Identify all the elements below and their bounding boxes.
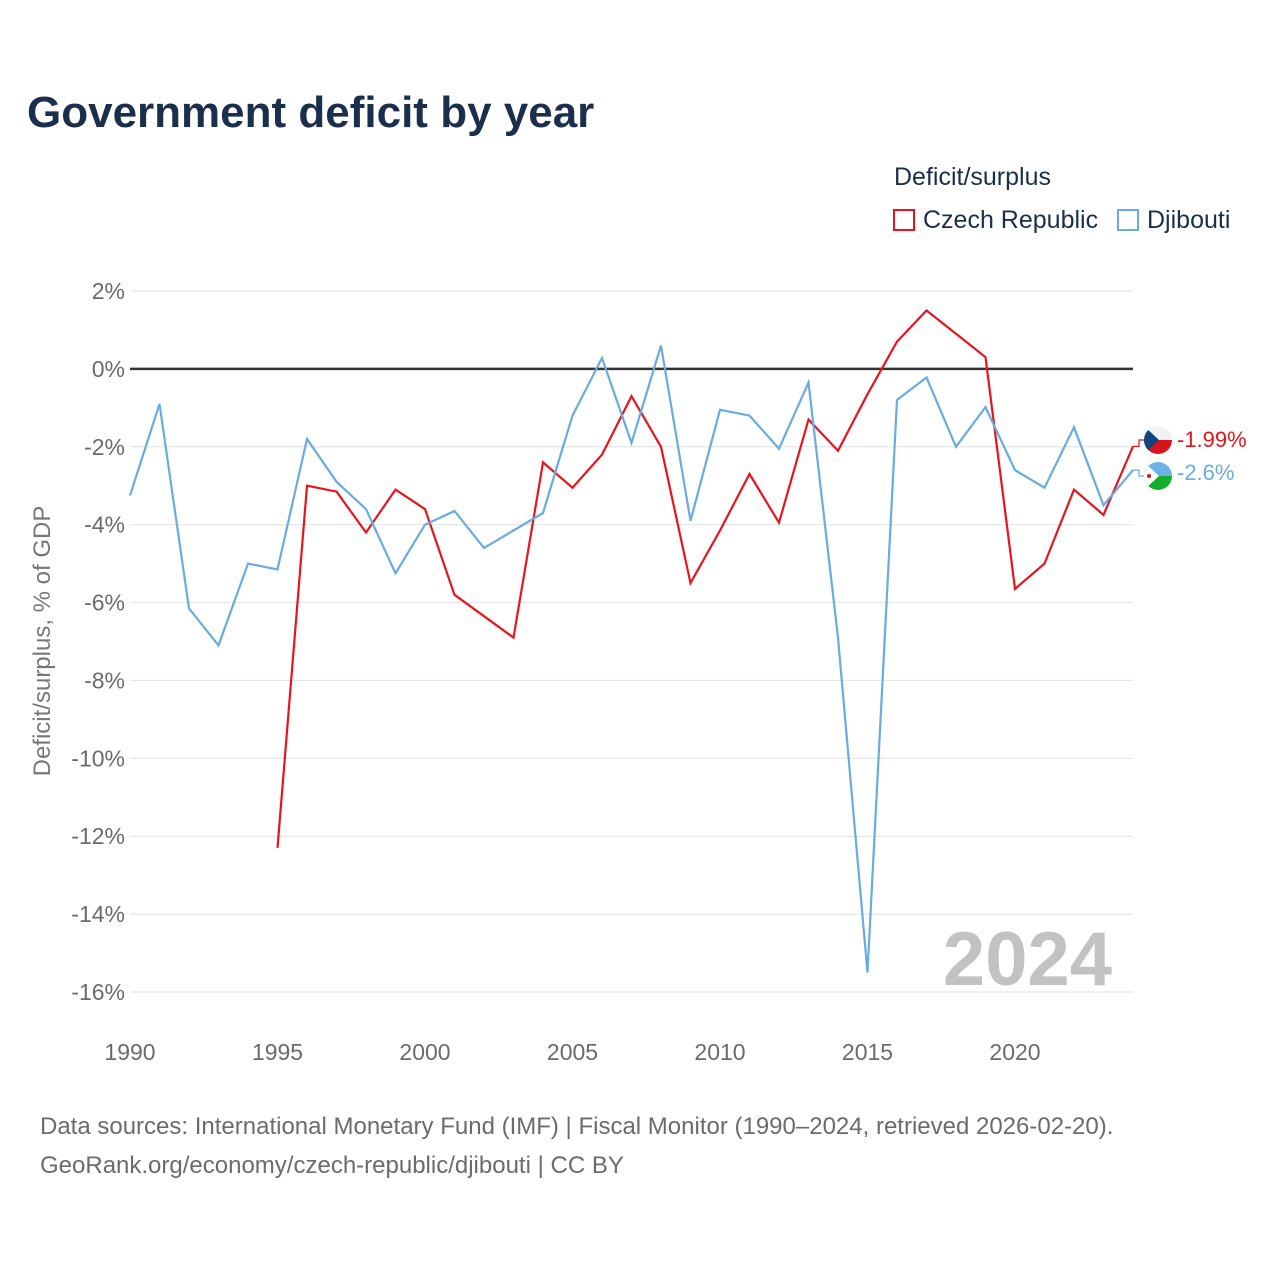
y-tick-label: 0% bbox=[92, 356, 125, 382]
legend-label-czech-republic: Czech Republic bbox=[923, 205, 1099, 234]
end-label-czech-republic: -1.99% bbox=[1177, 427, 1247, 452]
line-chart: 2024 2% 0% -2% -4% -6% -8% -10% -12% -14% -16% 19… bbox=[29, 278, 1247, 1065]
source-line-2: GeoRank.org/economy/czech-republic/djibo… bbox=[40, 1152, 624, 1179]
y-tick-label: -4% bbox=[84, 512, 125, 538]
x-tick-label: 2015 bbox=[842, 1039, 893, 1065]
legend-swatch-czech-republic bbox=[893, 209, 915, 231]
chart-title: Government deficit by year bbox=[27, 88, 595, 137]
y-tick-label: -12% bbox=[71, 823, 125, 849]
end-connector-czech-republic bbox=[1133, 439, 1144, 447]
y-axis-ticks: 2% 0% -2% -4% -6% -8% -10% -12% -14% -16% bbox=[71, 278, 125, 1005]
y-tick-label: -6% bbox=[84, 590, 125, 616]
x-tick-label: 1995 bbox=[252, 1039, 303, 1065]
legend-item-czech-republic[interactable]: Czech Republic bbox=[893, 205, 1098, 235]
legend-title: Deficit/surplus bbox=[894, 163, 1051, 191]
x-tick-label: 2000 bbox=[399, 1039, 450, 1065]
series-layer bbox=[128, 309, 1144, 973]
grid-lines bbox=[130, 290, 1133, 993]
x-tick-label: 2020 bbox=[989, 1039, 1040, 1065]
year-watermark: 2024 bbox=[943, 917, 1112, 1002]
series-line-czech-republic[interactable] bbox=[276, 309, 1135, 848]
end-label-djibouti: -2.6% bbox=[1177, 460, 1234, 485]
legend-swatch-djibouti bbox=[1117, 209, 1139, 231]
legend-item-djibouti[interactable]: Djibouti bbox=[1117, 205, 1230, 235]
x-tick-label: 2010 bbox=[694, 1039, 745, 1065]
end-connector-djibouti bbox=[1133, 469, 1144, 477]
source-note: Data sources: International Monetary Fun… bbox=[40, 1107, 1113, 1185]
series-line-djibouti[interactable] bbox=[128, 345, 1134, 973]
djibouti-flag-icon bbox=[1144, 462, 1172, 490]
y-tick-label: -16% bbox=[71, 979, 125, 1005]
legend-label-djibouti: Djibouti bbox=[1147, 205, 1231, 234]
x-tick-label: 1990 bbox=[104, 1039, 155, 1065]
x-tick-label: 2005 bbox=[547, 1039, 598, 1065]
y-tick-label: -10% bbox=[71, 745, 125, 771]
y-tick-label: 2% bbox=[92, 278, 125, 304]
y-tick-label: -2% bbox=[84, 434, 125, 460]
y-axis-label: Deficit/surplus, % of GDP bbox=[29, 506, 56, 777]
source-line-1: Data sources: International Monetary Fun… bbox=[40, 1113, 1114, 1140]
x-axis-ticks: 1990 1995 2000 2005 2010 2015 2020 bbox=[104, 1039, 1040, 1065]
czech-flag-icon bbox=[1144, 426, 1172, 454]
y-tick-label: -14% bbox=[71, 901, 125, 927]
y-tick-label: -8% bbox=[84, 667, 125, 693]
